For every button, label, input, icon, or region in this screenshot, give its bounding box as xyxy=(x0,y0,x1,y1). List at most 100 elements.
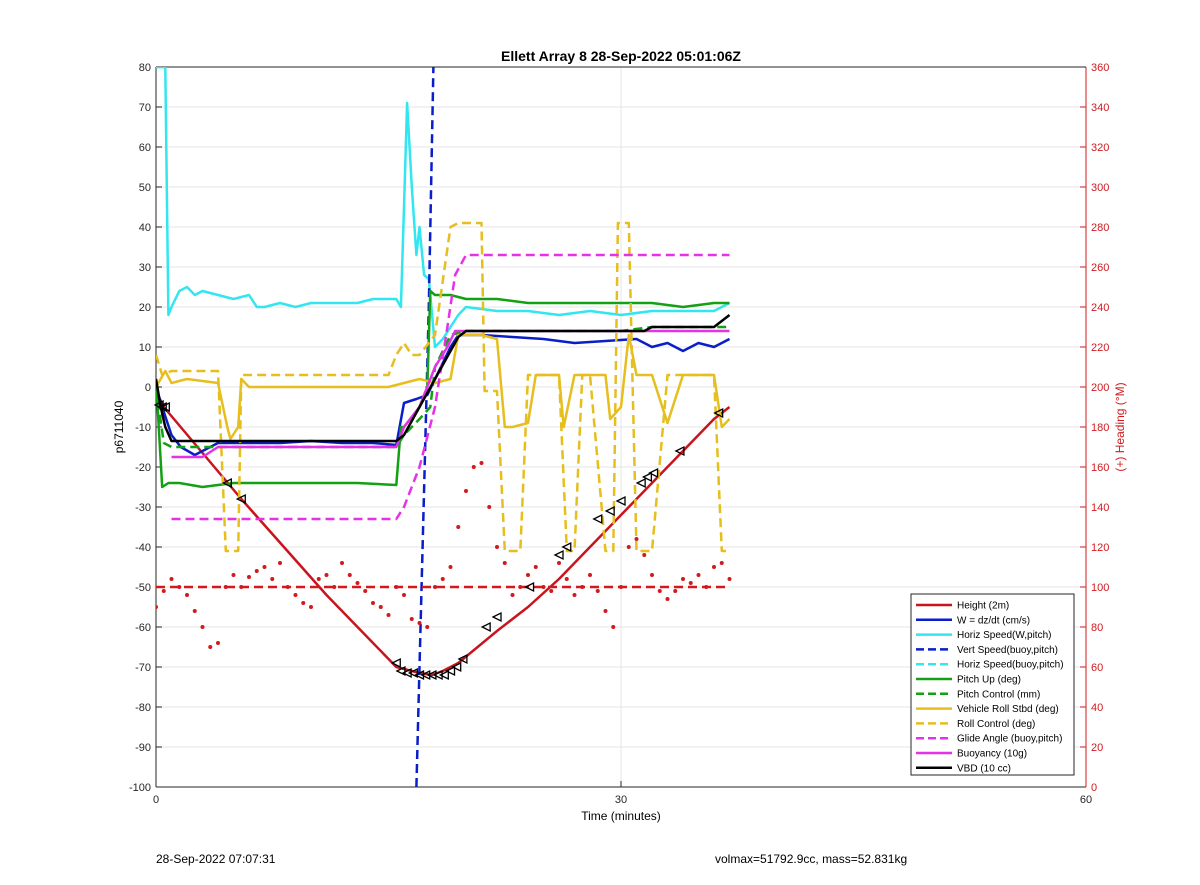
heading-dot xyxy=(448,565,453,569)
axes: 80706050403020100-10-20-30-40-50-60-70-8… xyxy=(129,62,1109,806)
heading-dot xyxy=(696,573,701,577)
heading-dot xyxy=(549,589,554,593)
y2-tick-label: 320 xyxy=(1091,142,1109,154)
heading-dot xyxy=(316,577,321,581)
heading-dot xyxy=(688,581,693,585)
series-group xyxy=(156,67,732,787)
heading-dot xyxy=(564,577,569,581)
heading-dot xyxy=(487,505,492,509)
legend-label: Horiz Speed(buoy,pitch) xyxy=(957,660,1064,671)
series-pitch-up-deg xyxy=(156,289,730,489)
y2-tick-label: 200 xyxy=(1091,382,1109,394)
heading-dot xyxy=(309,605,313,609)
heading-dot xyxy=(340,561,344,565)
legend-label: W = dz/dt (cm/s) xyxy=(957,615,1030,626)
legend-label: Buoyancy (10g) xyxy=(957,749,1027,760)
heading-dot xyxy=(156,605,158,609)
triangle-marker xyxy=(159,401,170,413)
heading-dot xyxy=(464,489,468,493)
legend-label: Roll Control (deg) xyxy=(957,719,1035,730)
y2-tick-label: 220 xyxy=(1091,342,1109,354)
triangle-marker xyxy=(648,467,659,479)
heading-dot xyxy=(161,589,166,593)
x-tick-label: 30 xyxy=(615,794,627,806)
triangle-marker xyxy=(156,401,167,413)
legend-label: Pitch Control (mm) xyxy=(957,689,1040,700)
heading-dot xyxy=(332,585,337,589)
series-roll-control-deg xyxy=(156,221,730,553)
x-tick-label: 0 xyxy=(153,794,159,806)
y-tick-label: -100 xyxy=(129,782,151,794)
legend: Height (2m) W = dz/dt (cm/s) Horiz Speed(W… xyxy=(910,593,1075,776)
chart-title: Ellett Array 8 28-Sep-2022 05:01:06Z xyxy=(501,48,741,64)
y-tick-label: -80 xyxy=(135,702,151,714)
heading-dot xyxy=(526,573,530,577)
footer-timestamp: 28-Sep-2022 07:07:31 xyxy=(156,852,276,866)
heading-dot xyxy=(502,561,507,565)
heading-dot xyxy=(363,589,368,593)
y-tick-label: 30 xyxy=(139,262,151,274)
y2-tick-label: 340 xyxy=(1091,102,1109,114)
heading-dot xyxy=(634,537,639,541)
triangle-marker xyxy=(426,669,437,681)
y-tick-label: -70 xyxy=(135,662,151,674)
y2-tick-label: 300 xyxy=(1091,182,1109,194)
heading-dot xyxy=(572,593,577,597)
series-vbd-10-cc xyxy=(156,314,731,443)
series-vert-speed-buoy-pitch xyxy=(415,67,435,787)
triangle-marker xyxy=(524,581,535,593)
heading-dot xyxy=(456,525,461,529)
heading-dot xyxy=(588,573,592,577)
y-tick-label: -30 xyxy=(135,502,151,514)
triangle-marker xyxy=(604,505,615,517)
triangle-marker xyxy=(401,667,412,679)
y2-tick-label: 20 xyxy=(1091,742,1103,754)
y-tick-label: -90 xyxy=(135,742,151,754)
triangle-marker xyxy=(438,669,449,681)
triangle-marker xyxy=(491,611,502,623)
y-tick-label: -50 xyxy=(135,582,151,594)
y-axis-label: p6711040 xyxy=(112,400,126,453)
heading-dot xyxy=(409,617,414,621)
heading-dot xyxy=(231,573,236,577)
heading-dot xyxy=(712,565,716,569)
y-tick-label: 40 xyxy=(139,222,151,234)
triangle-marker xyxy=(432,669,443,681)
heading-dot xyxy=(425,625,430,629)
series-heading-dots xyxy=(156,461,732,649)
heading-dot xyxy=(208,645,213,649)
y2-tick-label: 160 xyxy=(1091,462,1109,474)
y2-tick-label: 180 xyxy=(1091,422,1109,434)
y-tick-label: 50 xyxy=(139,182,151,194)
x-tick-label: 60 xyxy=(1080,794,1092,806)
heading-dot xyxy=(200,625,205,629)
legend-box xyxy=(910,593,1075,776)
triangle-marker xyxy=(457,653,468,665)
heading-dot xyxy=(355,581,360,585)
y-tick-label: -20 xyxy=(135,462,151,474)
legend-label: VBD (10 cc) xyxy=(957,763,1011,774)
y-tick-label: 10 xyxy=(139,342,151,354)
triangle-marker xyxy=(235,493,246,505)
heading-dot xyxy=(278,561,282,565)
triangle-marker xyxy=(674,445,685,457)
series-vehicle-roll-stbd-deg xyxy=(156,333,731,441)
y2-tick-label: 240 xyxy=(1091,302,1109,314)
y2-tick-label: 60 xyxy=(1091,662,1103,674)
y-tick-label: 0 xyxy=(145,382,151,394)
heading-dot xyxy=(611,625,616,629)
heading-dot xyxy=(247,575,251,579)
heading-dot xyxy=(386,613,391,617)
y2-tick-label: 260 xyxy=(1091,262,1109,274)
heading-dot xyxy=(378,605,383,609)
triangle-marker xyxy=(390,657,401,669)
heading-dot xyxy=(510,593,515,597)
heading-dot xyxy=(557,561,561,565)
heading-dot xyxy=(603,609,608,613)
heading-dot xyxy=(665,597,670,601)
y-tick-label: 70 xyxy=(139,102,151,114)
heading-dot xyxy=(347,573,352,577)
series-glide-angle-buoy-pitch xyxy=(171,253,730,521)
heading-dot xyxy=(595,589,600,593)
heading-dot xyxy=(673,589,678,593)
